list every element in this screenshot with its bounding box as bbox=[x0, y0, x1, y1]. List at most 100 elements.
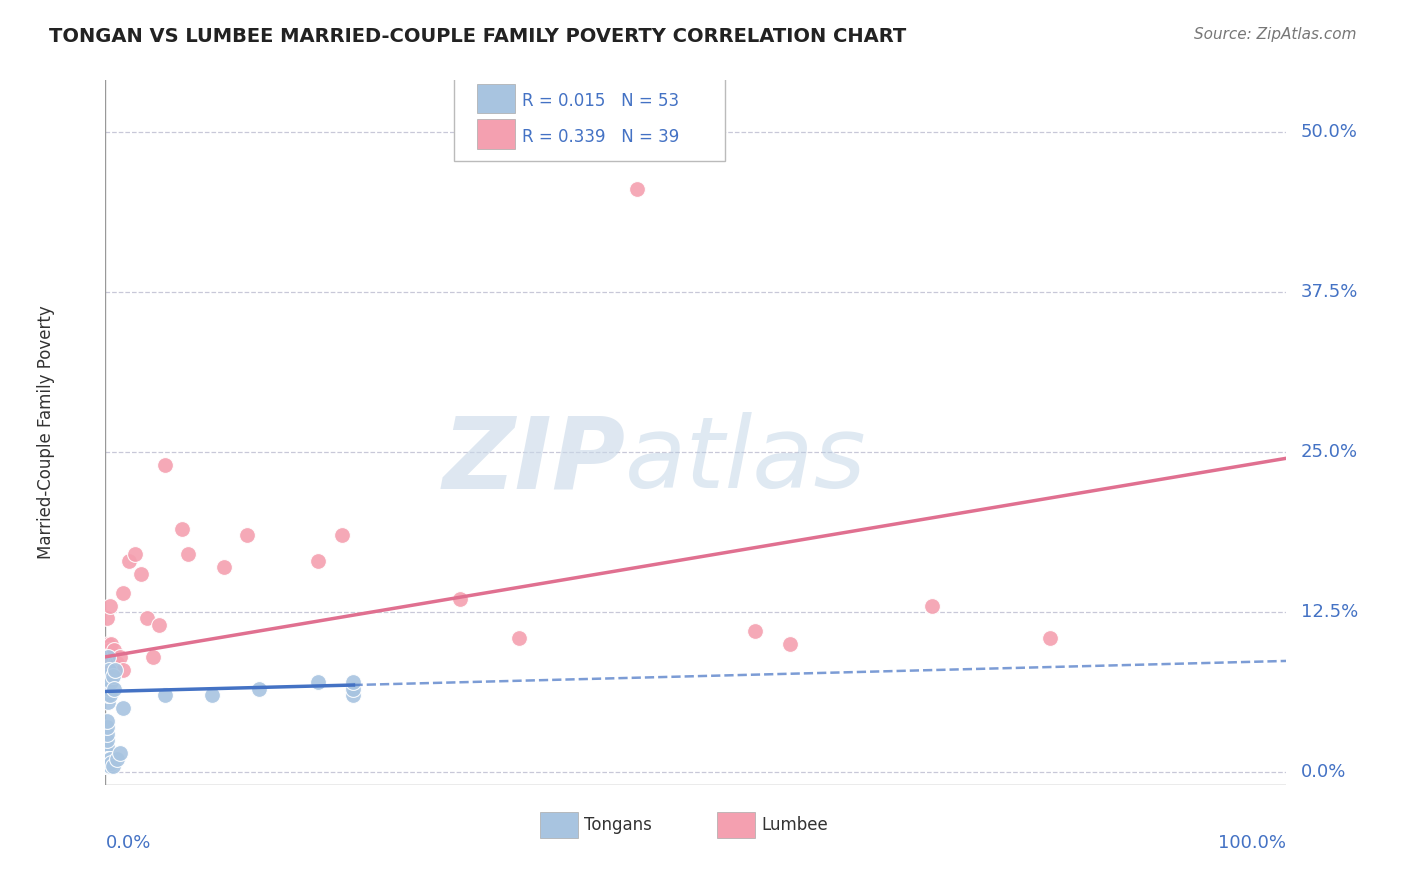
Point bbox=[96, 727, 118, 741]
FancyBboxPatch shape bbox=[478, 84, 515, 113]
Point bbox=[97, 758, 120, 772]
Point bbox=[97, 649, 120, 664]
Point bbox=[96, 758, 118, 772]
Text: ZIP: ZIP bbox=[441, 412, 626, 509]
Point bbox=[97, 695, 120, 709]
Text: 25.0%: 25.0% bbox=[1301, 442, 1358, 461]
Point bbox=[330, 528, 353, 542]
Point bbox=[1039, 631, 1062, 645]
Point bbox=[97, 649, 120, 664]
Point bbox=[342, 675, 364, 690]
Point bbox=[307, 554, 329, 568]
Point bbox=[97, 669, 120, 683]
Point bbox=[100, 637, 122, 651]
Point bbox=[96, 758, 118, 772]
Point bbox=[96, 758, 118, 772]
Point bbox=[108, 746, 131, 760]
Point bbox=[96, 663, 118, 677]
Point bbox=[96, 756, 118, 771]
Point bbox=[153, 458, 176, 472]
Point bbox=[105, 752, 128, 766]
Point bbox=[112, 701, 135, 715]
Point bbox=[96, 752, 118, 766]
Point bbox=[142, 649, 165, 664]
Point bbox=[96, 714, 118, 728]
Point bbox=[101, 758, 124, 772]
Point bbox=[177, 547, 200, 561]
Point bbox=[104, 663, 127, 677]
Point bbox=[97, 752, 120, 766]
Text: R = 0.339   N = 39: R = 0.339 N = 39 bbox=[523, 128, 679, 145]
Point bbox=[98, 758, 121, 772]
Text: 0.0%: 0.0% bbox=[105, 834, 150, 852]
Point bbox=[97, 756, 120, 771]
Text: TONGAN VS LUMBEE MARRIED-COUPLE FAMILY POVERTY CORRELATION CHART: TONGAN VS LUMBEE MARRIED-COUPLE FAMILY P… bbox=[49, 27, 907, 45]
Point bbox=[96, 752, 118, 766]
Point bbox=[153, 688, 176, 702]
Point bbox=[97, 637, 120, 651]
Text: 0.0%: 0.0% bbox=[1301, 764, 1346, 781]
Point bbox=[118, 554, 141, 568]
Point bbox=[96, 720, 118, 734]
Text: R = 0.015   N = 53: R = 0.015 N = 53 bbox=[523, 93, 679, 111]
Point bbox=[129, 566, 152, 581]
Point bbox=[96, 733, 118, 747]
Point bbox=[98, 752, 121, 766]
Point bbox=[96, 758, 118, 772]
FancyBboxPatch shape bbox=[454, 77, 725, 161]
Point bbox=[97, 688, 120, 702]
Point bbox=[96, 758, 118, 772]
Point bbox=[96, 758, 118, 772]
Point bbox=[96, 675, 118, 690]
Point bbox=[626, 182, 648, 196]
Point bbox=[212, 560, 235, 574]
Point bbox=[96, 739, 118, 754]
Point bbox=[135, 611, 157, 625]
Text: Tongans: Tongans bbox=[583, 816, 651, 834]
Point bbox=[103, 643, 125, 657]
Text: Married-Couple Family Poverty: Married-Couple Family Poverty bbox=[38, 306, 55, 559]
Point bbox=[508, 631, 530, 645]
Point bbox=[307, 675, 329, 690]
Point bbox=[148, 617, 170, 632]
Point bbox=[779, 637, 801, 651]
Point bbox=[98, 663, 121, 677]
Text: Source: ZipAtlas.com: Source: ZipAtlas.com bbox=[1194, 27, 1357, 42]
Point bbox=[100, 756, 122, 771]
FancyBboxPatch shape bbox=[717, 812, 755, 838]
Point bbox=[108, 649, 131, 664]
Point bbox=[97, 752, 120, 766]
Point bbox=[103, 681, 125, 696]
Point bbox=[96, 611, 118, 625]
Point bbox=[96, 752, 118, 766]
Text: Lumbee: Lumbee bbox=[761, 816, 828, 834]
Point bbox=[100, 663, 122, 677]
Point bbox=[98, 688, 121, 702]
Point bbox=[98, 758, 121, 772]
Point bbox=[98, 752, 121, 766]
Point bbox=[98, 599, 121, 613]
Point bbox=[98, 663, 121, 677]
Text: atlas: atlas bbox=[626, 412, 866, 509]
Point bbox=[104, 657, 127, 671]
Point bbox=[100, 675, 122, 690]
Point bbox=[201, 688, 224, 702]
Point bbox=[96, 746, 118, 760]
Point bbox=[98, 643, 121, 657]
Point bbox=[96, 755, 118, 769]
Point bbox=[98, 681, 121, 696]
Point bbox=[172, 522, 194, 536]
Point bbox=[342, 681, 364, 696]
Point bbox=[921, 599, 943, 613]
Text: 50.0%: 50.0% bbox=[1301, 122, 1358, 141]
Point bbox=[124, 547, 146, 561]
Point bbox=[96, 756, 118, 771]
Point bbox=[98, 669, 121, 683]
FancyBboxPatch shape bbox=[478, 120, 515, 149]
Text: 12.5%: 12.5% bbox=[1301, 603, 1358, 621]
Point bbox=[96, 758, 118, 772]
Point bbox=[112, 586, 135, 600]
Point bbox=[247, 681, 270, 696]
FancyBboxPatch shape bbox=[540, 812, 578, 838]
Point bbox=[98, 756, 121, 771]
